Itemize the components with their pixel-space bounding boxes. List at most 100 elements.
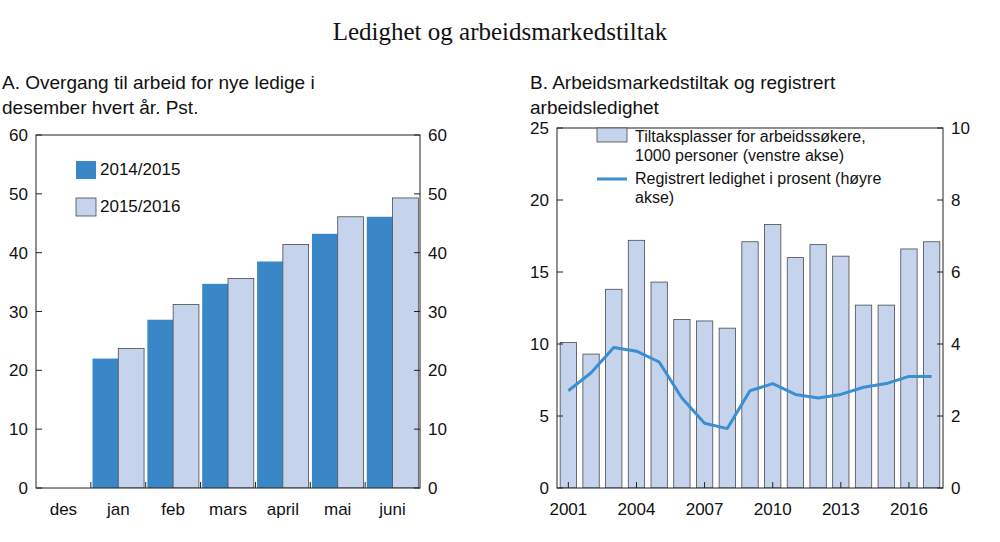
bar	[765, 224, 781, 488]
y-tick-label: 0	[19, 479, 28, 498]
y-tick-label: 20	[9, 361, 28, 380]
bar	[393, 198, 419, 488]
y2-tick-label: 8	[951, 191, 960, 210]
text-line: desember hvert år. Pst.	[2, 97, 198, 118]
plot-frame	[557, 128, 943, 488]
panel-title: B. Arbeidsmarkedstiltak og registrertarb…	[530, 72, 836, 118]
x-divider	[145, 482, 146, 488]
y-tick	[557, 272, 563, 273]
y2-tick-label: 0	[951, 479, 960, 498]
bar	[606, 289, 622, 488]
x-divider	[365, 482, 366, 488]
x-tick-label: feb	[161, 500, 185, 519]
y-tick	[557, 488, 563, 489]
bar	[560, 343, 576, 488]
legend-label: Tiltaksplasser for arbeidssøkere, 1000 pe…	[635, 128, 866, 164]
y-tick-label: 0	[540, 479, 549, 498]
x-tick	[568, 482, 569, 488]
y2-tick-label: 10	[951, 119, 970, 138]
x-tick-label: jan	[106, 500, 130, 519]
x-tick	[772, 482, 773, 488]
bar	[147, 320, 173, 488]
y-tick-label: 10	[530, 335, 549, 354]
text-line: Tiltaksplasser for arbeidssøkere,	[635, 128, 866, 145]
x-divider	[200, 482, 201, 488]
bar	[742, 242, 758, 488]
bar	[202, 284, 228, 488]
marks	[93, 198, 419, 488]
bar	[367, 217, 393, 488]
bar	[257, 261, 283, 488]
panel-title: A. Overgang til arbeid for nye ledige id…	[2, 72, 315, 118]
legend: 2014/2015 2015/2016	[76, 160, 180, 216]
y-tick-right	[414, 488, 420, 489]
y2-tick	[937, 272, 943, 273]
x-tick-label: 2004	[618, 500, 656, 519]
bar	[118, 349, 144, 488]
y-tick-label-right: 10	[428, 420, 447, 439]
bar	[901, 249, 917, 488]
x-tick	[840, 482, 841, 488]
bar	[810, 245, 826, 488]
y-tick-label: 15	[530, 263, 549, 282]
text-line: arbeidsledighet	[530, 97, 660, 118]
legend-label: 2015/2016	[100, 197, 180, 216]
y-tick-label: 10	[9, 420, 28, 439]
y-tick-label: 50	[9, 185, 28, 204]
x-tick	[636, 482, 637, 488]
bar	[283, 244, 309, 488]
x-divider	[310, 482, 311, 488]
y-tick-right	[414, 311, 420, 312]
legend-swatch	[76, 198, 96, 216]
y-tick-right	[414, 370, 420, 371]
y-tick	[557, 416, 563, 417]
y-tick-label: 20	[530, 191, 549, 210]
legend-label: Registrert ledighet i prosent (høyre akse…	[635, 170, 881, 206]
main-title: Ledighet og arbeidsmarkedstiltak	[333, 18, 668, 45]
text-line: 2014/2015	[100, 160, 180, 179]
y-tick-label-right: 40	[428, 244, 447, 263]
y-tick	[557, 128, 563, 129]
y-tick	[557, 344, 563, 345]
x-divider	[90, 482, 91, 488]
y-tick-label-right: 30	[428, 303, 447, 322]
legend-swatch	[597, 178, 627, 181]
y-tick-label: 30	[9, 303, 28, 322]
y-tick	[36, 193, 42, 194]
y2-tick	[937, 128, 943, 129]
y-tick-label: 25	[530, 119, 549, 138]
bar	[696, 321, 712, 488]
bar	[93, 359, 119, 488]
bar	[338, 217, 364, 488]
y-tick	[36, 429, 42, 430]
y2-tick	[937, 344, 943, 345]
y2-tick-label: 2	[951, 407, 960, 426]
text-line: 1000 personer (venstre akse)	[635, 147, 844, 164]
y-tick-label: 40	[9, 244, 28, 263]
y-tick	[557, 200, 563, 201]
y-tick	[36, 252, 42, 253]
y-tick-right	[414, 429, 420, 430]
y-tick-label-right: 60	[428, 126, 447, 145]
y2-tick-label: 6	[951, 263, 960, 282]
marks	[560, 224, 940, 488]
text-line: akse)	[635, 189, 674, 206]
x-tick-label: 2007	[686, 500, 724, 519]
text-line: Registrert ledighet i prosent (høyre	[635, 170, 881, 187]
legend: Tiltaksplasser for arbeidssøkere, 1000 pe…	[597, 128, 881, 206]
x-tick-label: mars	[209, 500, 247, 519]
y-tick	[36, 311, 42, 312]
legend-label: 2014/2015	[100, 160, 180, 179]
text-line: 2015/2016	[100, 197, 180, 216]
bar	[312, 234, 338, 488]
bar	[787, 258, 803, 488]
x-tick-label: 2010	[754, 500, 792, 519]
y-tick-label: 5	[540, 407, 549, 426]
bar	[923, 242, 939, 488]
y-tick-right	[414, 193, 420, 194]
bar	[173, 304, 199, 488]
legend-swatch	[597, 128, 627, 142]
bar	[833, 256, 849, 488]
x-tick-label: mai	[324, 500, 351, 519]
y-tick-label-right: 20	[428, 361, 447, 380]
